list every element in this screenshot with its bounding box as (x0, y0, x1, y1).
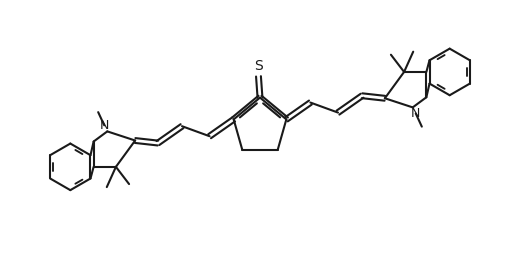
Text: N: N (99, 119, 109, 132)
Text: S: S (254, 59, 263, 73)
Text: N: N (411, 107, 421, 120)
